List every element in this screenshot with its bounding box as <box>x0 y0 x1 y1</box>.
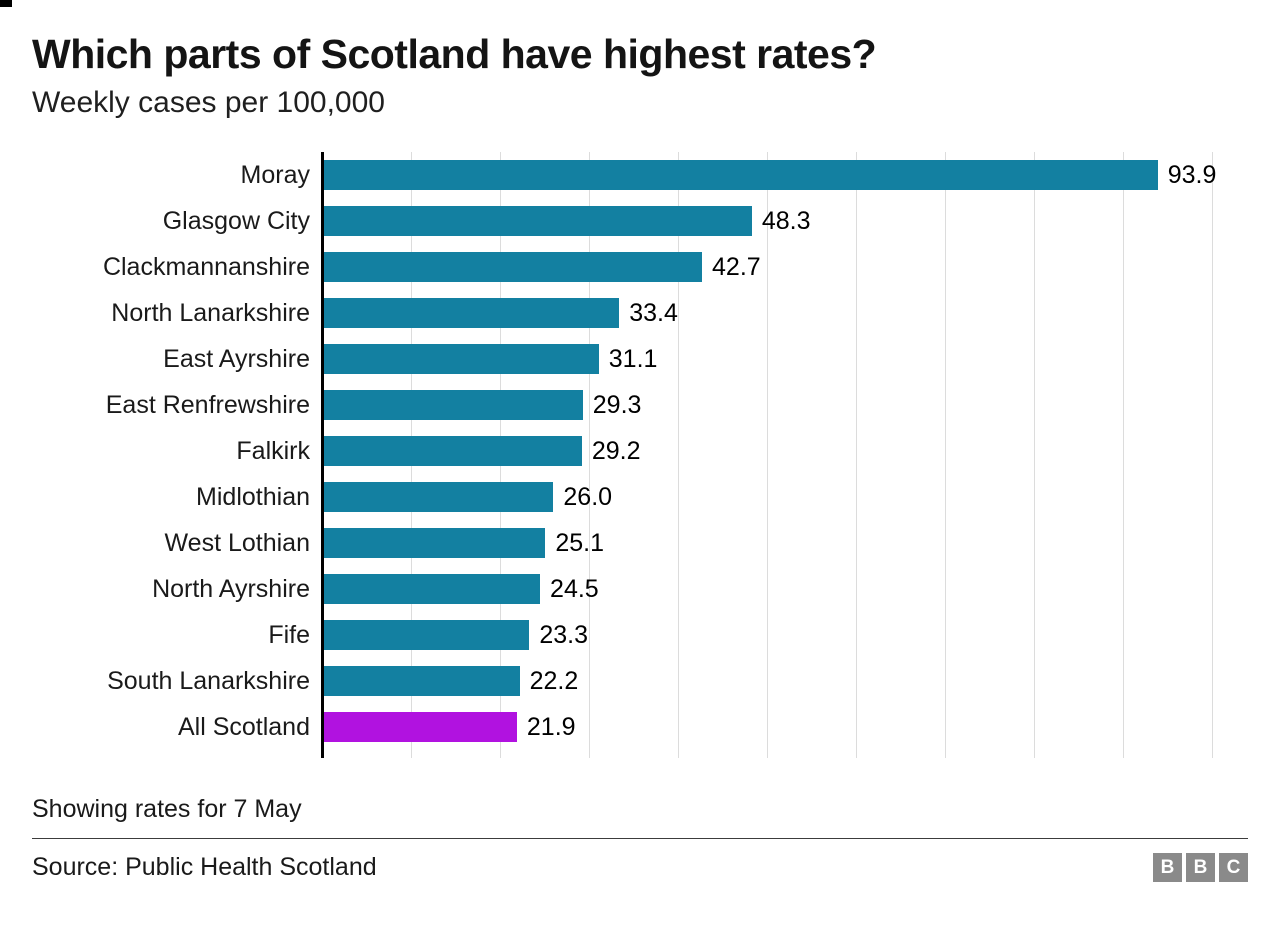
page-title: Which parts of Scotland have highest rat… <box>32 31 877 77</box>
category-label: Moray <box>240 160 310 189</box>
bar-chart: Moray 93.9 Glasgow City 48.3 Clackmannanshir… <box>32 152 1248 759</box>
header: Which parts of Scotland have highest rat… <box>0 0 1280 120</box>
bar-area: 93.9 <box>322 152 1216 198</box>
bar-area: 26.0 <box>322 474 1212 520</box>
value-label: 42.7 <box>712 252 761 281</box>
bar <box>322 620 530 651</box>
bar-row: West Lothian 25.1 <box>32 520 1248 566</box>
category-label: West Lothian <box>164 528 310 557</box>
value-label: 26.0 <box>563 482 613 511</box>
bar-area: 22.2 <box>322 658 1212 704</box>
value-label: 93.9 <box>1167 160 1217 189</box>
category-label: East Ayrshire <box>163 344 310 373</box>
gridline <box>589 152 590 759</box>
category-label: South Lanarkshire <box>107 666 310 695</box>
value-label: 31.1 <box>608 344 658 373</box>
category-label: Fife <box>268 620 310 649</box>
gridline <box>1212 152 1213 759</box>
bar <box>322 436 582 467</box>
value-label: 33.4 <box>629 298 678 327</box>
bar-area: 42.7 <box>322 244 1212 290</box>
bar <box>322 574 541 605</box>
value-label: 23.3 <box>539 620 589 649</box>
bar-area: 48.3 <box>322 198 1212 244</box>
bar <box>322 206 752 237</box>
category-label: All Scotland <box>177 712 310 741</box>
bbc-logo-letter: B <box>1186 853 1215 883</box>
gridline <box>1034 152 1035 759</box>
value-label: 29.2 <box>591 436 641 465</box>
category-label: North Ayrshire <box>152 574 310 603</box>
bar-area: 29.2 <box>322 428 1212 474</box>
footer: Showing rates for 7 May Source: Public H… <box>32 794 1248 883</box>
bar-row: Moray 93.9 <box>32 152 1248 198</box>
page-subtitle: Weekly cases per 100,000 <box>32 85 385 119</box>
bar-area: 31.1 <box>322 336 1212 382</box>
bar <box>322 390 583 421</box>
value-label: 29.3 <box>592 390 642 419</box>
gridline <box>856 152 857 759</box>
bar <box>322 252 703 283</box>
value-label: 21.9 <box>526 712 576 741</box>
bar-row: Fife 23.3 <box>32 612 1248 658</box>
category-label: Glasgow City <box>162 206 310 235</box>
bar <box>322 298 620 329</box>
value-label: 22.2 <box>529 666 579 695</box>
gridline <box>678 152 679 759</box>
bar <box>322 528 546 559</box>
corner-mark <box>0 0 12 7</box>
bar-row: East Ayrshire 31.1 <box>32 336 1248 382</box>
value-label: 48.3 <box>761 206 811 235</box>
gridline <box>1123 152 1124 759</box>
value-label: 25.1 <box>555 528 605 557</box>
source-text: Source: Public Health Scotland <box>32 853 377 882</box>
gridline <box>945 152 946 759</box>
footer-divider <box>32 838 1248 840</box>
footer-note: Showing rates for 7 May <box>32 795 302 824</box>
bar-row: North Ayrshire 24.5 <box>32 566 1248 612</box>
bar <box>322 712 517 743</box>
value-label: 24.5 <box>550 574 599 603</box>
bar <box>322 160 1158 191</box>
bar-row: East Renfrewshire 29.3 <box>32 382 1248 428</box>
bar-area: 23.3 <box>322 612 1212 658</box>
bar-row: Glasgow City 48.3 <box>32 198 1248 244</box>
bar-row: Midlothian 26.0 <box>32 474 1248 520</box>
bar-area: 29.3 <box>322 382 1212 428</box>
bar <box>322 344 599 375</box>
bar-row: Falkirk 29.2 <box>32 428 1248 474</box>
bar-row: Clackmannanshire 42.7 <box>32 244 1248 290</box>
bar-row: South Lanarkshire 22.2 <box>32 658 1248 704</box>
source-row: Source: Public Health Scotland B B C <box>32 853 1248 883</box>
category-label: Clackmannanshire <box>102 252 310 281</box>
bbc-logo-letter: C <box>1219 853 1248 883</box>
bar-row: All Scotland 21.9 <box>32 704 1248 750</box>
bar-area: 24.5 <box>322 566 1212 612</box>
bbc-logo: B B C <box>1153 853 1248 883</box>
bar-row: North Lanarkshire 33.4 <box>32 290 1248 336</box>
bar-area: 25.1 <box>322 520 1212 566</box>
bar <box>322 482 554 513</box>
bar-rows: Moray 93.9 Glasgow City 48.3 Clackmannanshir… <box>32 152 1248 750</box>
bar-area: 33.4 <box>322 290 1212 336</box>
bar <box>322 666 520 697</box>
bbc-logo-letter: B <box>1153 853 1182 883</box>
bar-area: 21.9 <box>322 704 1212 750</box>
y-axis-line <box>321 152 324 759</box>
category-label: Midlothian <box>196 482 310 511</box>
category-label: Falkirk <box>236 436 310 465</box>
gridline <box>767 152 768 759</box>
category-label: North Lanarkshire <box>111 298 310 327</box>
category-label: East Renfrewshire <box>105 390 310 419</box>
